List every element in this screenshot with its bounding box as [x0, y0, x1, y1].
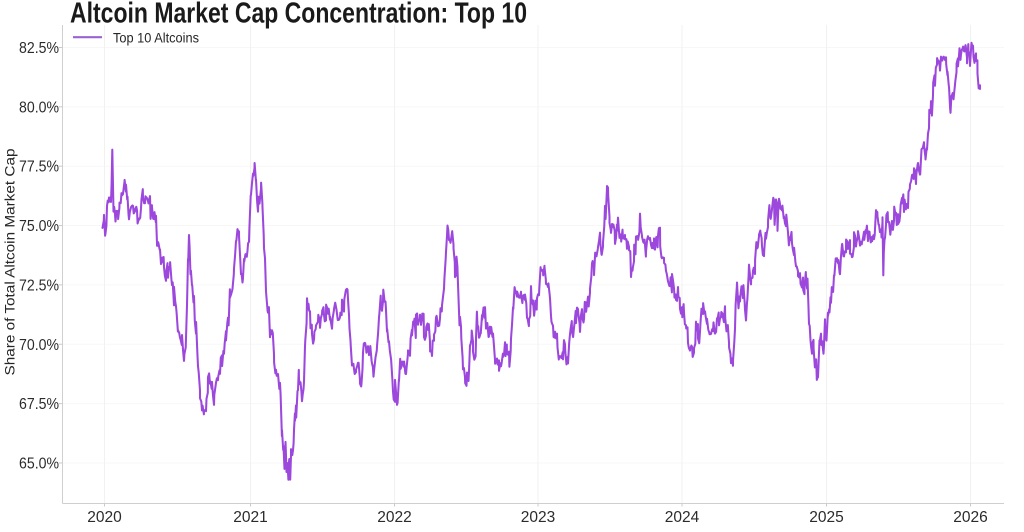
- svg-text:77.5%: 77.5%: [19, 159, 59, 176]
- svg-text:Altcoin Market Cap Concentrati: Altcoin Market Cap Concentration: Top 10: [70, 0, 527, 30]
- svg-text:2023: 2023: [521, 509, 555, 526]
- svg-text:75.0%: 75.0%: [19, 218, 59, 235]
- svg-text:72.5%: 72.5%: [19, 277, 59, 294]
- svg-text:80.0%: 80.0%: [19, 99, 59, 116]
- svg-text:2026: 2026: [953, 509, 987, 526]
- svg-text:2024: 2024: [665, 509, 700, 526]
- svg-text:Top 10 Altcoins: Top 10 Altcoins: [113, 30, 199, 45]
- svg-text:82.5%: 82.5%: [19, 40, 59, 57]
- svg-text:2025: 2025: [809, 509, 843, 526]
- svg-text:70.0%: 70.0%: [19, 337, 59, 354]
- svg-text:2022: 2022: [377, 509, 411, 526]
- svg-text:Share of Total Altcoin Market: Share of Total Altcoin Market Cap: [3, 149, 18, 376]
- svg-text:67.5%: 67.5%: [19, 396, 59, 413]
- svg-text:2020: 2020: [87, 509, 122, 526]
- svg-text:65.0%: 65.0%: [19, 455, 59, 472]
- svg-text:2021: 2021: [233, 509, 267, 526]
